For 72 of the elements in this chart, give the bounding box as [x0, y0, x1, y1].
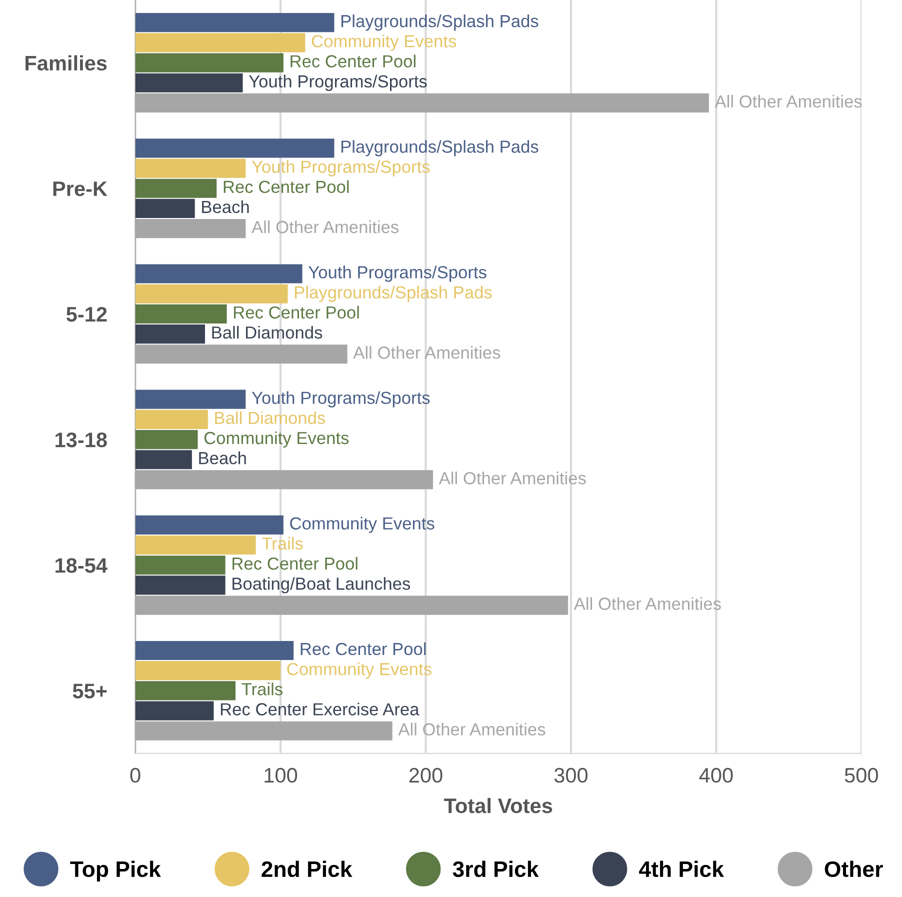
bar — [135, 450, 192, 470]
bar — [135, 158, 246, 178]
x-tick-label: 100 — [264, 768, 298, 783]
data-label: All Other Amenities — [398, 722, 546, 736]
data-label: Beach — [202, 200, 249, 214]
data-label: Rec Center Pool — [300, 642, 426, 656]
y-tick-label: Families — [26, 55, 107, 71]
bar — [135, 13, 334, 32]
y-tick-label: 5-12 — [66, 306, 107, 322]
bar — [135, 556, 226, 575]
data-label: Youth Programs/Sports — [308, 266, 486, 282]
bar — [135, 304, 227, 324]
data-label: All Other Amenities — [714, 94, 862, 108]
x-tick-label: 0 — [130, 768, 140, 783]
bar — [135, 430, 198, 450]
data-label: Beach — [199, 452, 246, 464]
data-label: Youth Programs/Sports — [248, 74, 427, 91]
legend-label: 3rd Pick — [452, 860, 539, 878]
data-label: Community Events — [290, 516, 434, 534]
bar — [135, 53, 284, 72]
data-label: All Other Amenities — [438, 472, 586, 484]
data-label: Community Events — [312, 34, 456, 51]
data-label: Ball Diamonds — [212, 326, 322, 339]
data-label: All Other Amenities — [574, 597, 721, 610]
data-label: Rec Center Pool — [232, 557, 358, 570]
legend-label: Top Pick — [70, 860, 161, 882]
data-label: Community Events — [287, 662, 432, 679]
bar — [135, 284, 288, 304]
x-tick-label: 300 — [554, 768, 588, 783]
data-label: Trails — [262, 536, 303, 550]
bar — [135, 324, 206, 344]
x-tick-label: 400 — [699, 768, 733, 783]
bar — [135, 33, 306, 52]
bar — [135, 73, 243, 92]
bar — [135, 198, 195, 218]
bar — [135, 390, 246, 409]
legend-label: 4th Pick — [639, 860, 724, 878]
x-tick-label: 200 — [409, 768, 442, 783]
y-tick-label: Pre-K — [53, 182, 108, 196]
y-tick-label: 18-54 — [56, 558, 108, 573]
bar — [135, 576, 226, 595]
data-label: Community Events — [204, 431, 349, 448]
bar — [135, 264, 302, 284]
data-label: Rec Center Pool — [290, 54, 416, 68]
x-tick-label: 500 — [844, 768, 878, 783]
bar — [135, 178, 217, 198]
bar — [135, 661, 281, 680]
data-label: Rec Center Pool — [224, 180, 349, 194]
y-tick-label: 55+ — [72, 684, 107, 698]
legend-label: 2nd Pick — [262, 860, 352, 878]
bar — [135, 640, 294, 660]
data-label: Youth Programs/Sports — [252, 160, 430, 176]
data-label: All Other Amenities — [353, 346, 500, 359]
data-label: Playgrounds/Splash Pads — [341, 14, 538, 31]
bar — [135, 515, 284, 534]
x-axis-title: Total Votes — [444, 798, 552, 814]
bar — [135, 701, 214, 720]
bar — [135, 138, 334, 158]
data-label: Rec Center Pool — [234, 306, 359, 319]
data-label: Youth Programs/Sports — [252, 391, 430, 408]
bar — [135, 410, 208, 429]
data-label: All Other Amenities — [252, 220, 398, 234]
data-label: Playgrounds/Splash Pads — [341, 140, 538, 156]
data-label: Playgrounds/Splash Pads — [295, 286, 492, 302]
data-label: Rec Center Exercise Area — [220, 702, 420, 716]
data-label: Boating/Boat Launches — [232, 577, 410, 594]
data-label: Trails — [242, 682, 282, 696]
bar — [135, 681, 236, 700]
y-tick-label: 13-18 — [56, 432, 107, 448]
bar — [135, 535, 256, 555]
data-label: Ball Diamonds — [215, 411, 326, 424]
legend-label: Other — [824, 860, 883, 878]
